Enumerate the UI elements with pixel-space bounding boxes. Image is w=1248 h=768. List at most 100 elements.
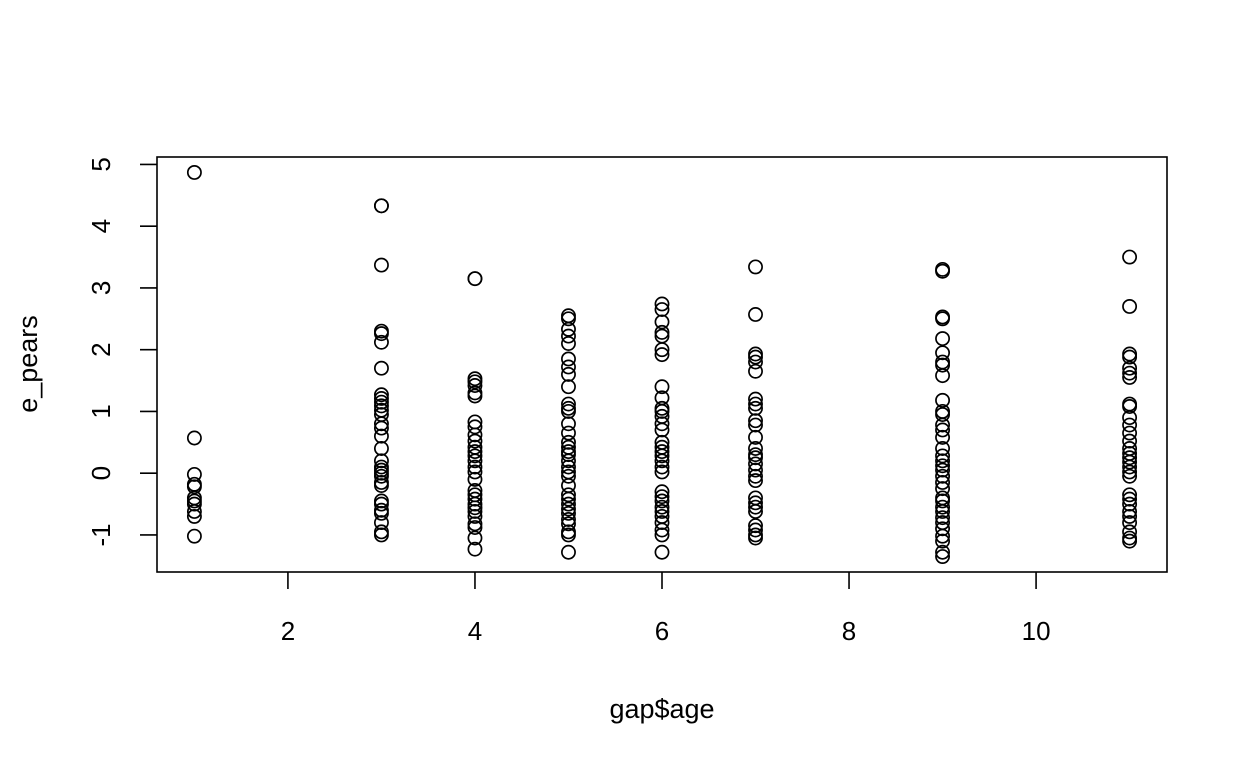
data-point	[186, 528, 202, 544]
data-point	[1122, 487, 1138, 503]
data-point	[186, 508, 202, 524]
data-point	[654, 444, 670, 460]
data-point	[935, 392, 951, 408]
data-point	[467, 444, 483, 460]
y-tick-label: 3	[86, 281, 116, 295]
data-point	[1122, 249, 1138, 265]
data-point	[1122, 533, 1138, 549]
data-point	[654, 314, 670, 330]
data-point	[561, 416, 576, 432]
data-point	[1122, 360, 1138, 376]
data-point	[1122, 515, 1138, 531]
data-point	[373, 398, 389, 414]
data-point	[654, 464, 670, 480]
data-point	[561, 359, 576, 375]
data-point	[935, 311, 951, 327]
x-tick-label: 10	[1022, 616, 1051, 646]
x-tick-label: 4	[468, 616, 482, 646]
data-point	[935, 331, 951, 347]
data-point	[935, 357, 951, 373]
data-point	[467, 374, 483, 390]
data-point	[561, 487, 576, 503]
data-point	[373, 198, 389, 214]
data-point	[654, 296, 670, 312]
data-point	[654, 324, 670, 340]
y-tick-label: 2	[86, 342, 116, 356]
data-point	[654, 453, 670, 469]
data-point	[935, 368, 951, 384]
x-tick-label: 8	[842, 616, 856, 646]
data-point	[748, 429, 763, 445]
data-point	[748, 307, 763, 322]
data-point	[1122, 504, 1138, 519]
data-point	[935, 528, 951, 544]
data-point	[935, 422, 951, 438]
data-point	[1122, 425, 1138, 441]
data-point	[561, 501, 576, 517]
data-point	[561, 527, 576, 543]
data-points	[186, 164, 1138, 565]
data-point	[748, 468, 763, 484]
data-point	[561, 425, 576, 441]
data-point	[561, 351, 576, 367]
x-axis-title: gap$age	[609, 694, 714, 724]
data-point	[935, 493, 951, 509]
data-point	[935, 263, 951, 279]
y-tick-label: 0	[86, 466, 116, 480]
data-point	[561, 544, 576, 560]
data-point	[935, 549, 951, 565]
data-point	[373, 387, 389, 403]
data-point	[748, 259, 763, 275]
data-point	[467, 508, 483, 524]
data-point	[186, 164, 202, 180]
x-axis: 2 4 6 8 10	[281, 572, 1051, 646]
data-point	[186, 430, 202, 446]
data-point	[654, 522, 670, 538]
data-point	[935, 407, 951, 422]
data-point	[373, 391, 389, 406]
data-point	[467, 453, 483, 469]
data-point	[748, 413, 763, 429]
data-point	[373, 420, 389, 436]
data-point	[373, 496, 389, 512]
data-point	[467, 471, 483, 487]
data-point	[1122, 524, 1138, 540]
data-point	[654, 527, 670, 543]
data-point	[1122, 459, 1138, 475]
data-point	[467, 388, 483, 404]
data-point	[186, 479, 202, 495]
data-point	[467, 271, 483, 287]
data-point	[1122, 399, 1138, 414]
data-point	[373, 334, 389, 350]
data-point	[467, 448, 483, 464]
data-point	[1122, 417, 1138, 433]
data-point	[748, 441, 763, 456]
data-point	[935, 475, 951, 490]
data-point	[654, 342, 670, 358]
data-point	[561, 459, 576, 475]
data-point	[748, 530, 763, 546]
data-point	[561, 396, 576, 412]
data-point	[561, 516, 576, 532]
data-point	[373, 527, 389, 543]
data-point	[748, 391, 763, 407]
y-tick-label: 5	[86, 157, 116, 171]
data-point	[373, 478, 389, 493]
data-point	[654, 499, 670, 515]
data-point	[561, 468, 576, 484]
data-point	[654, 493, 670, 509]
data-point	[935, 453, 951, 469]
data-point	[467, 541, 483, 557]
data-point	[467, 530, 483, 546]
data-point	[935, 499, 951, 515]
data-point	[654, 416, 670, 432]
data-point	[373, 468, 389, 484]
data-point	[1122, 298, 1138, 314]
data-point	[561, 491, 576, 507]
data-point	[373, 257, 389, 273]
y-tick-label: 1	[86, 404, 116, 418]
data-point	[654, 448, 670, 464]
data-point	[561, 311, 576, 327]
y-tick-label: -1	[86, 523, 116, 546]
